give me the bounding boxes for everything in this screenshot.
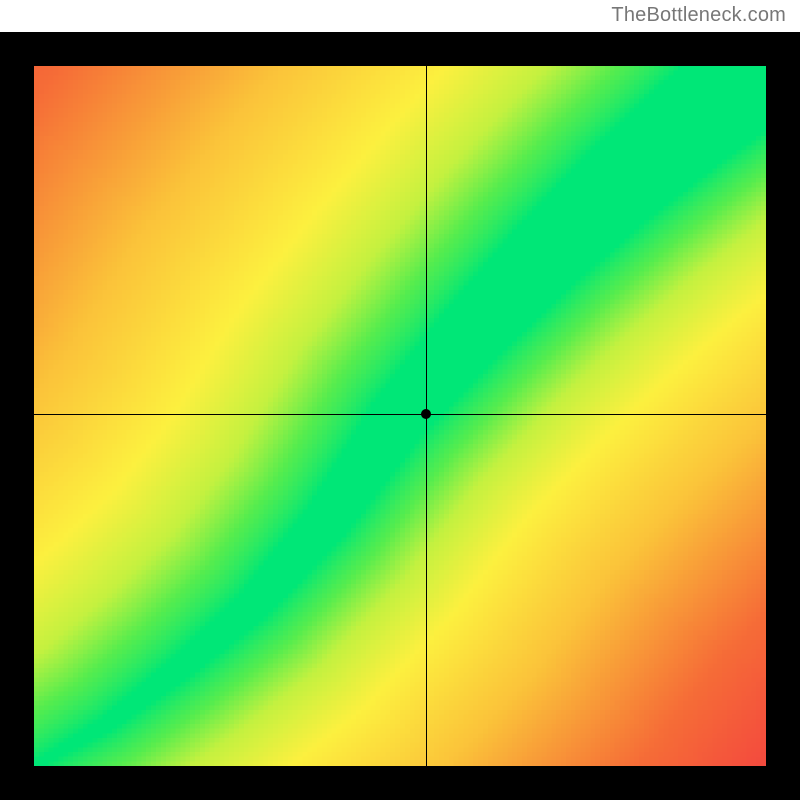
- watermark: TheBottleneck.com: [611, 4, 786, 27]
- crosshair-horizontal: [34, 414, 766, 415]
- bottleneck-heatmap: [34, 66, 766, 766]
- chart-container: TheBottleneck.com: [0, 0, 800, 800]
- crosshair-marker: [421, 409, 431, 419]
